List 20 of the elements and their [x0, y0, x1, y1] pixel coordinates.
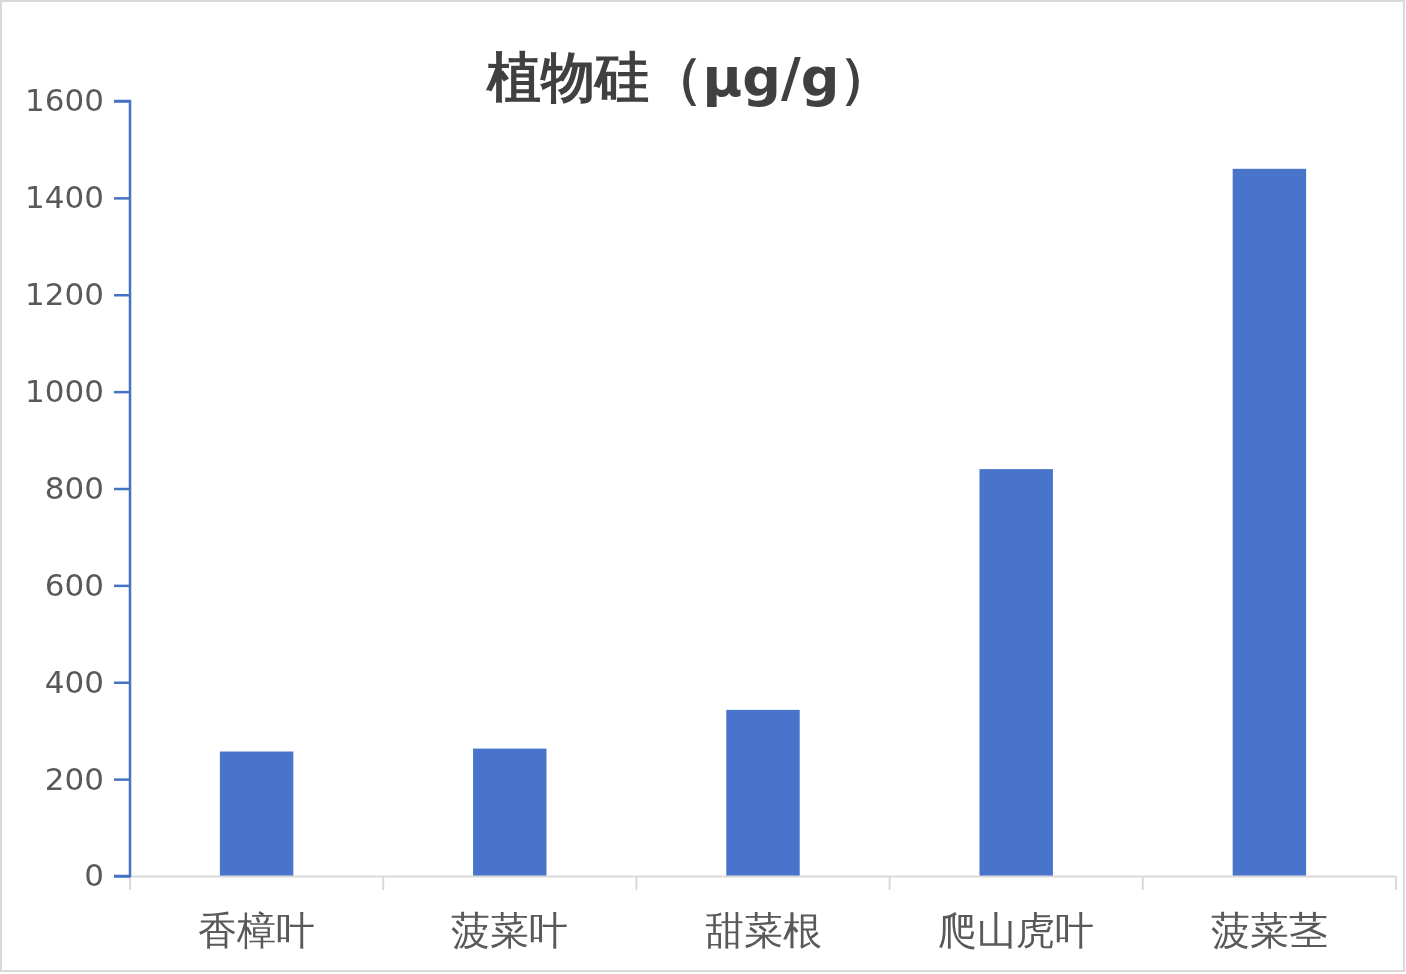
x-tick-label: 香樟叶 — [198, 908, 316, 953]
bar — [1232, 168, 1307, 876]
x-tick-label: 菠菜茎 — [1210, 908, 1328, 953]
bar — [473, 748, 547, 876]
bar — [979, 469, 1053, 876]
y-tick-label: 400 — [44, 663, 104, 700]
y-tick-label: 800 — [44, 469, 104, 506]
y-tick-label: 1200 — [25, 276, 104, 313]
bar — [726, 709, 800, 876]
y-tick-label: 1000 — [25, 373, 104, 410]
y-tick-label: 1600 — [25, 82, 104, 119]
chart-title: 植物硅（μg/g） — [484, 46, 894, 109]
x-tick-label: 甜菜根 — [704, 908, 822, 953]
x-tick-label: 爬山虎叶 — [938, 908, 1095, 953]
y-tick-label: 1400 — [25, 179, 104, 216]
bar — [219, 751, 294, 876]
y-tick-label: 0 — [84, 857, 104, 894]
y-tick-label: 200 — [44, 760, 104, 797]
x-tick-label: 菠菜叶 — [451, 908, 569, 953]
y-tick-label: 600 — [44, 566, 104, 603]
